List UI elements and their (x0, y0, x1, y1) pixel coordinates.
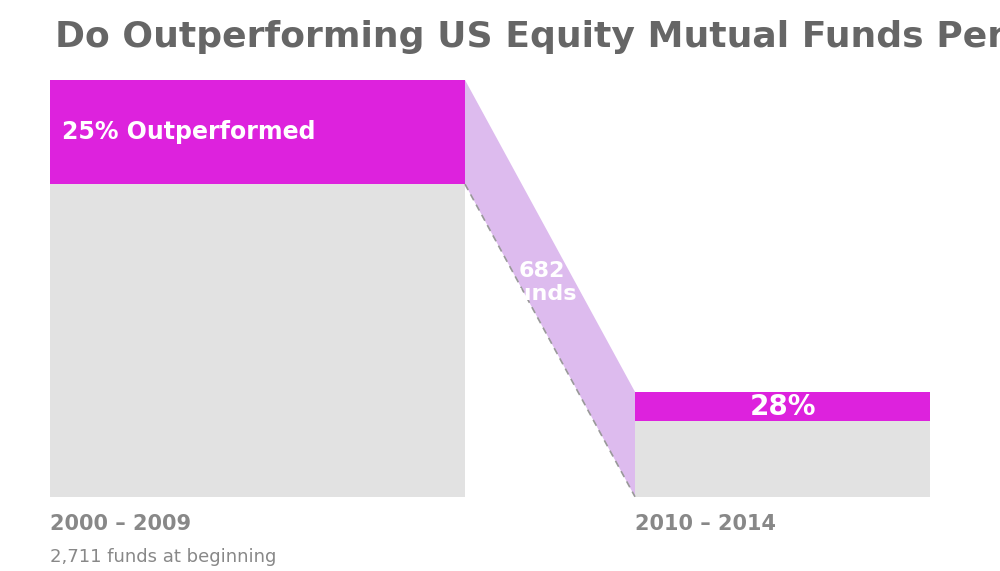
Text: 2,711 funds at beginning: 2,711 funds at beginning (50, 548, 276, 566)
Bar (50, 80, 465, 184)
Text: 2010 – 2014: 2010 – 2014 (635, 514, 776, 534)
Bar (50, 184, 465, 497)
Text: 28%: 28% (749, 393, 816, 421)
Bar (635, 421, 930, 497)
Text: 25% Outperformed: 25% Outperformed (62, 120, 316, 144)
Text: Do Outperforming US Equity Mutual Funds Persist?: Do Outperforming US Equity Mutual Funds … (55, 20, 1000, 54)
Text: 2000 – 2009: 2000 – 2009 (50, 514, 191, 534)
Bar (635, 392, 930, 421)
Polygon shape (465, 80, 635, 497)
Text: 682
funds: 682 funds (506, 261, 577, 304)
